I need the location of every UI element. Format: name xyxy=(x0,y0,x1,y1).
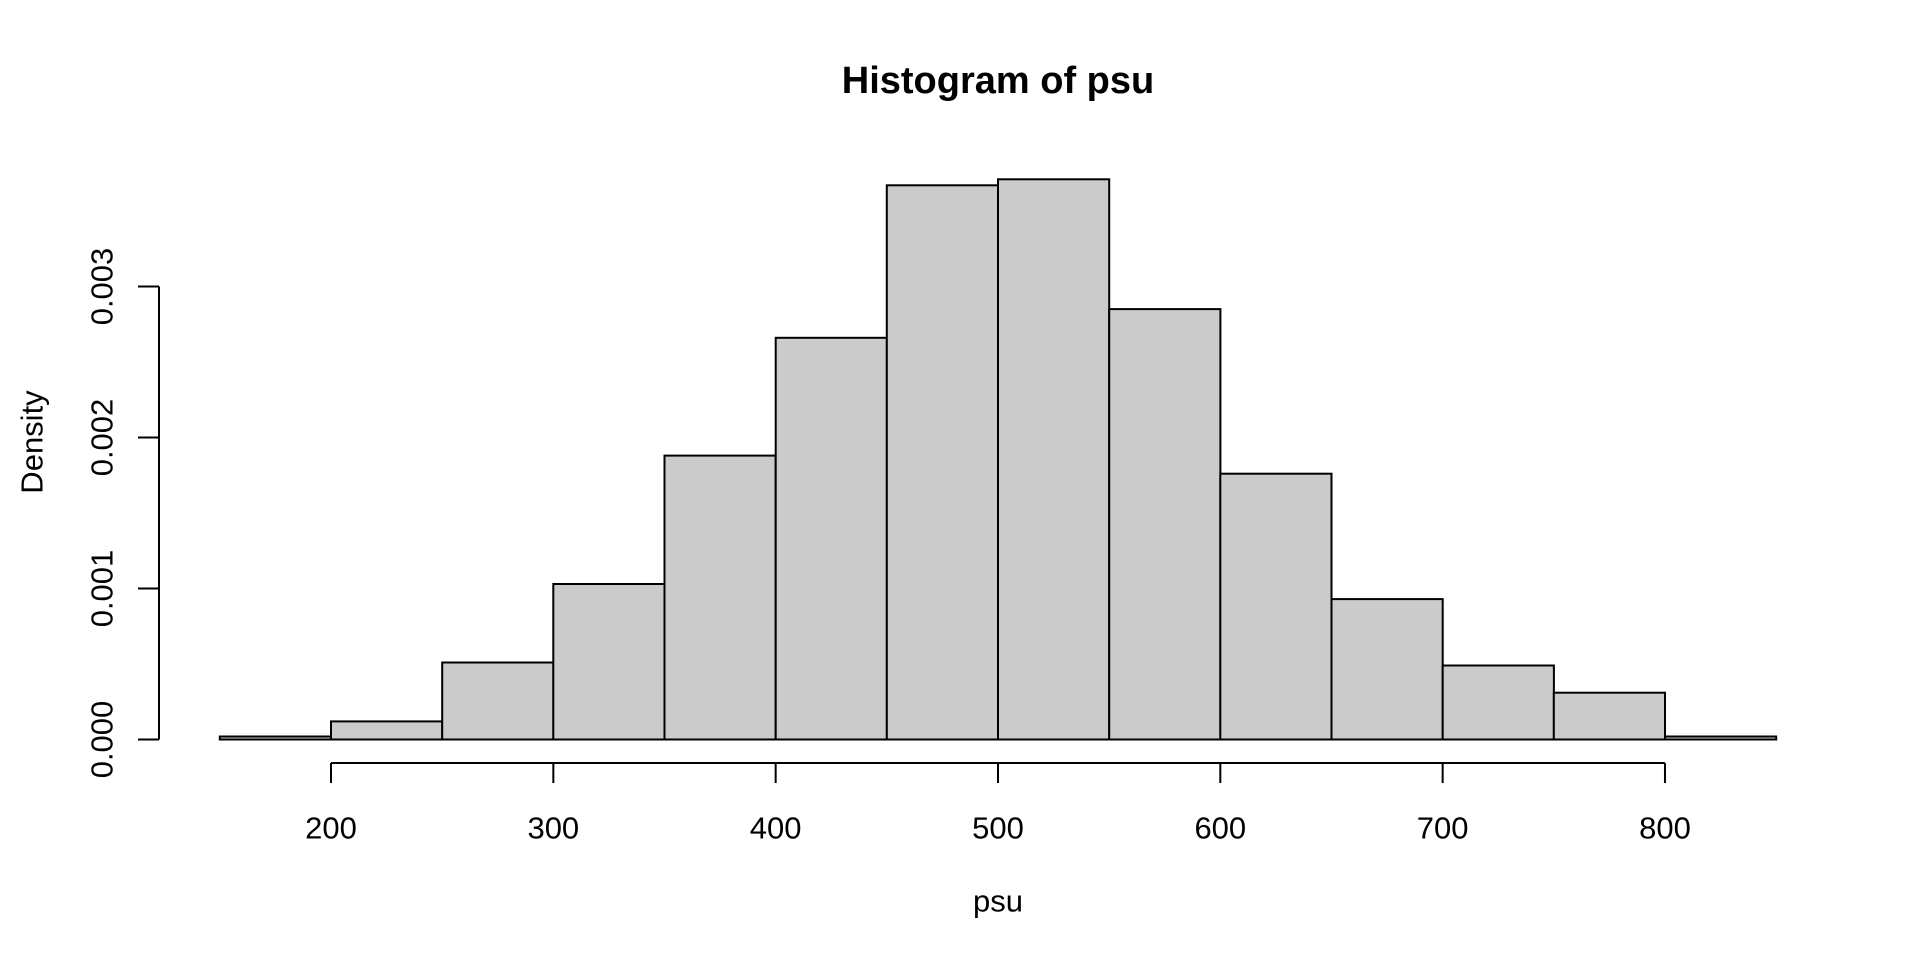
histogram-bar xyxy=(885,184,999,741)
histogram-bar xyxy=(1330,598,1444,741)
histogram-bar xyxy=(1108,308,1222,741)
x-tick-label: 400 xyxy=(750,811,802,846)
histogram-bars xyxy=(218,178,1778,741)
histogram-bar xyxy=(663,454,777,741)
x-tick-label: 600 xyxy=(1194,811,1246,846)
histogram-bar xyxy=(997,178,1111,741)
x-axis: 200 300 400 500 600 700 800 xyxy=(305,762,1691,846)
x-tick-label: 700 xyxy=(1417,811,1469,846)
y-tick-label: 0.002 xyxy=(85,399,120,477)
y-tick-label: 0.000 xyxy=(85,701,120,779)
y-tick-label: 0.003 xyxy=(85,248,120,326)
y-tick-label: 0.001 xyxy=(85,550,120,628)
histogram-bar xyxy=(1552,691,1667,741)
x-tick-label: 300 xyxy=(527,811,579,846)
histogram-bar xyxy=(774,336,888,741)
x-tick-label: 800 xyxy=(1639,811,1691,846)
y-axis: 0.000 0.001 0.002 0.003 xyxy=(85,248,160,779)
chart-title: Histogram of psu xyxy=(842,60,1154,102)
x-tick-label: 500 xyxy=(972,811,1024,846)
histogram-bar xyxy=(330,720,444,741)
histogram-bar xyxy=(1219,472,1333,741)
histogram-bar xyxy=(441,661,555,741)
histogram-bar xyxy=(218,735,332,741)
histogram-bar xyxy=(1664,735,1778,741)
y-axis-title: Density xyxy=(15,390,50,494)
histogram-bar xyxy=(552,583,666,741)
histogram-bar xyxy=(1441,664,1555,741)
x-axis-title: psu xyxy=(973,884,1023,919)
x-tick-label: 200 xyxy=(305,811,357,846)
